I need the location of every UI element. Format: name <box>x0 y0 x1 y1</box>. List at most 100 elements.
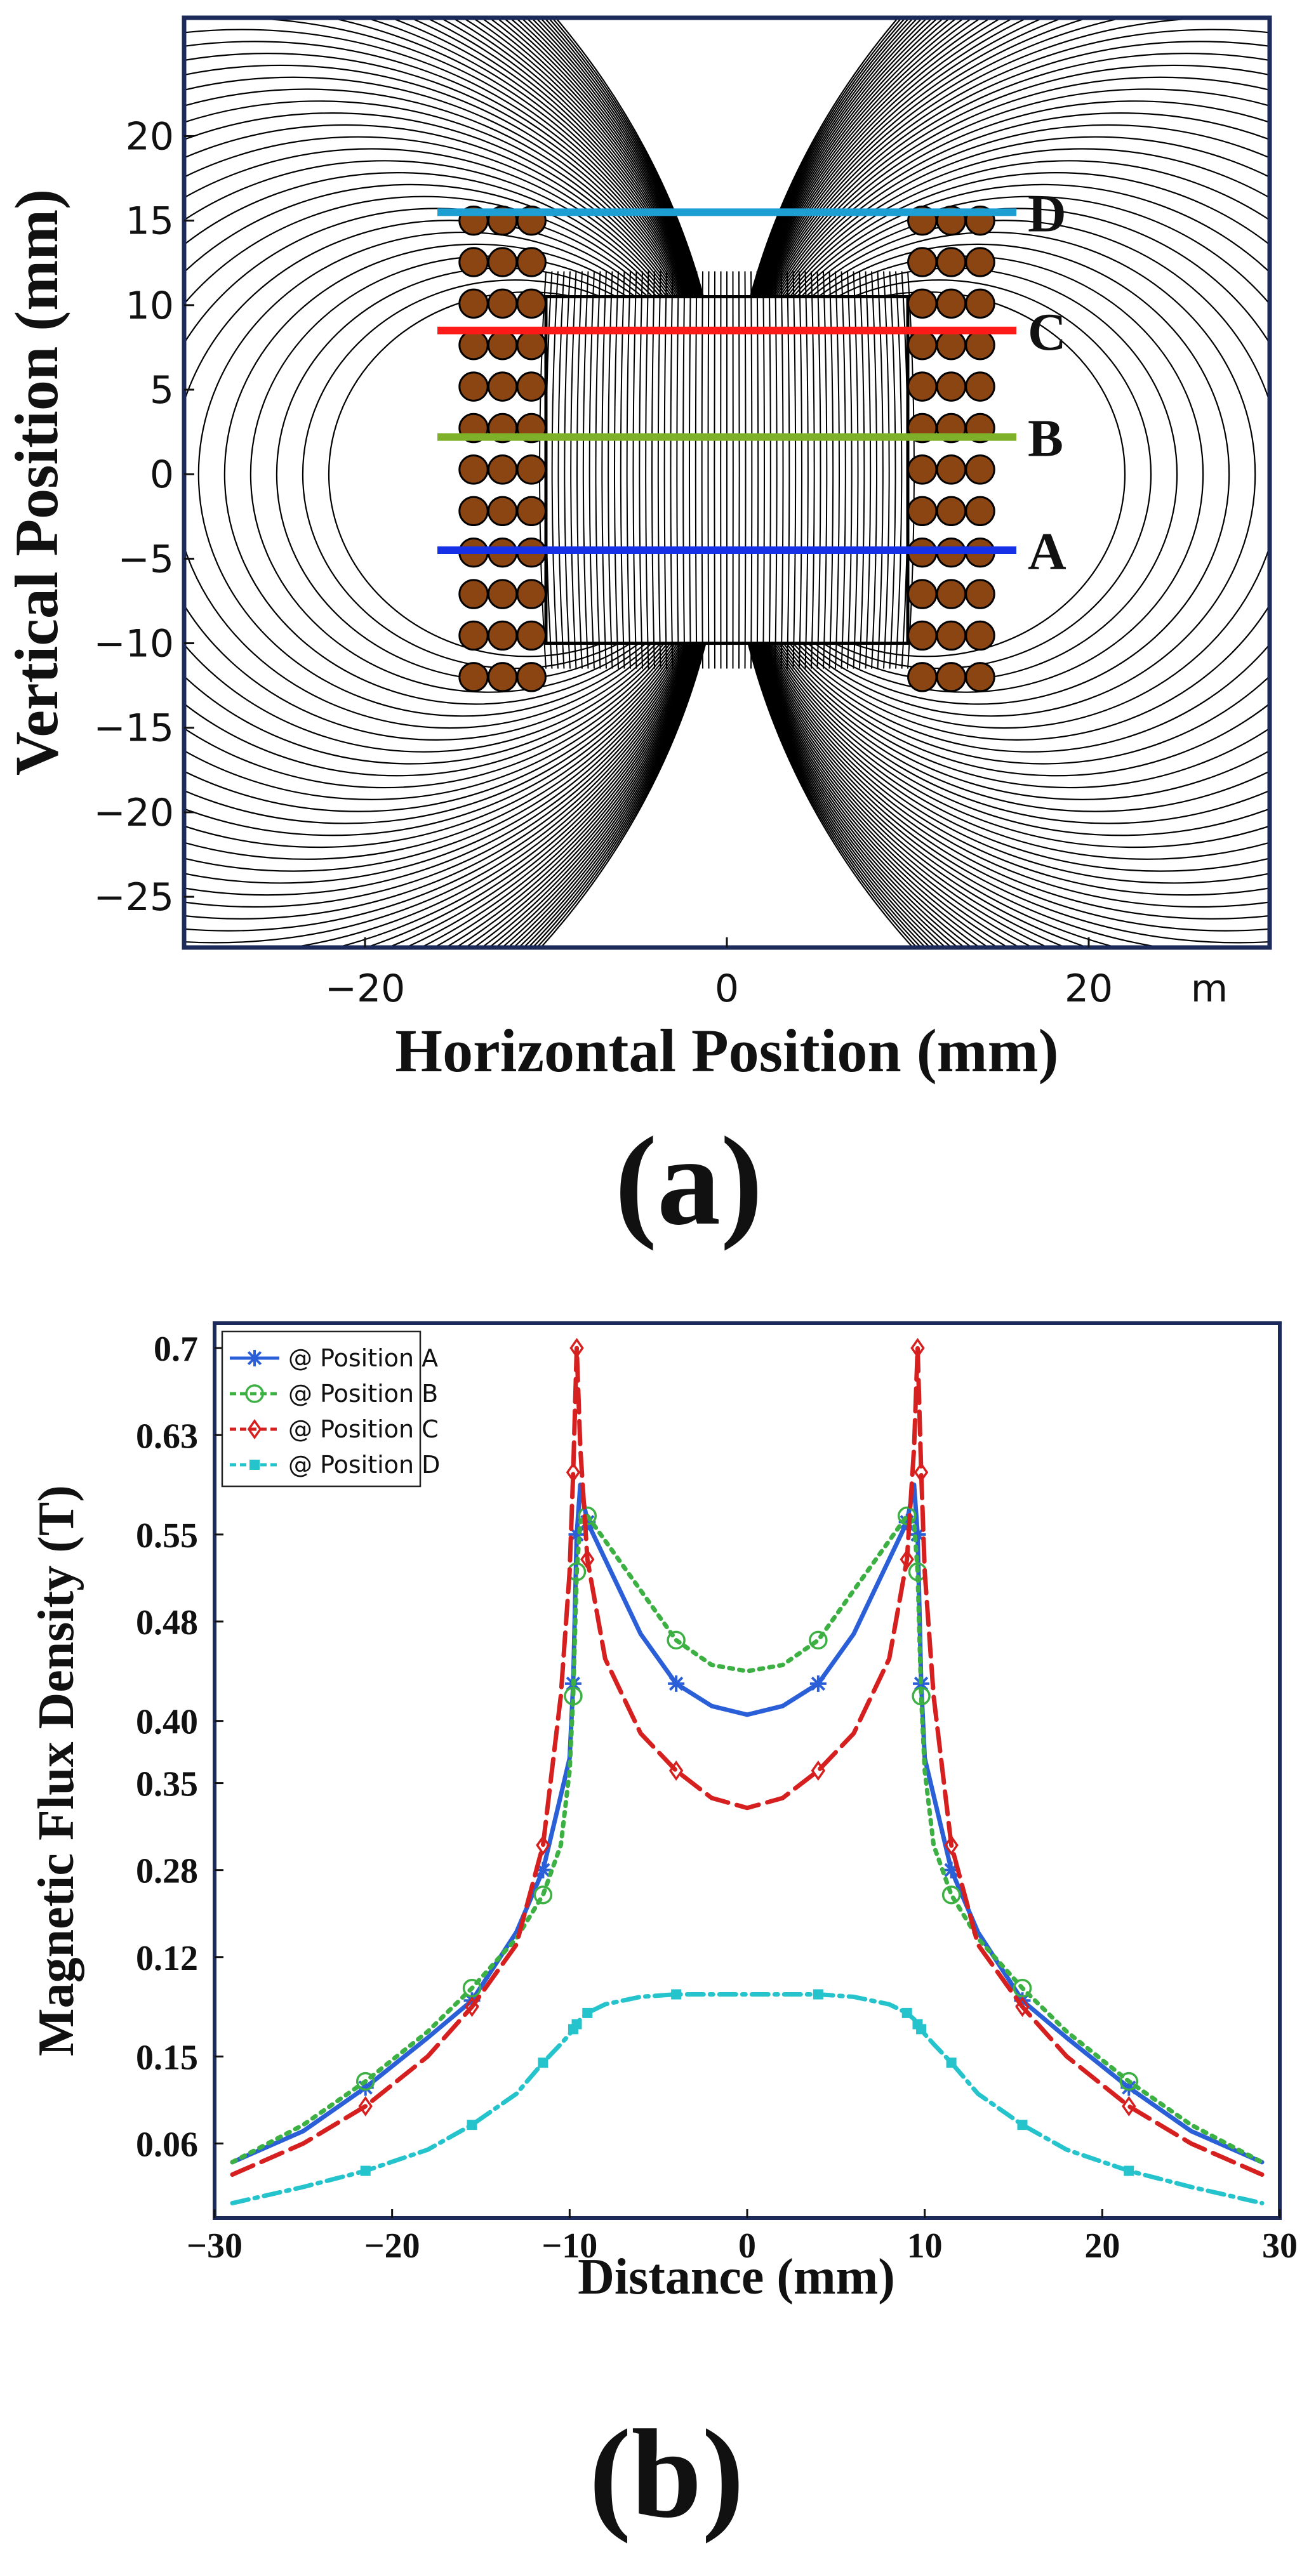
coil-winding <box>458 371 489 402</box>
coil-winding <box>516 288 547 319</box>
coil-winding <box>965 247 995 277</box>
coil-winding <box>487 662 518 692</box>
series-marker-a <box>1120 2079 1138 2096</box>
panel-b-x-tick-label: 30 <box>1262 2226 1298 2266</box>
series-marker-c <box>668 1760 684 1781</box>
panel-b-x-tick-label: −20 <box>364 2226 420 2266</box>
panel-a-y-axis-label: Vertical Position (mm) <box>3 189 70 776</box>
panel-a-y-tick-label: 10 <box>126 284 174 328</box>
panel-b: 0.70.630.550.480.400.350.280.120.150.06 … <box>29 1321 1298 2544</box>
coil-winding <box>458 247 489 277</box>
panel-a-x-tick-label: −20 <box>325 967 406 1011</box>
series-marker-b <box>912 1686 931 1706</box>
coil-winding <box>907 288 938 319</box>
series-marker-c <box>566 1462 581 1483</box>
legend-label-a: @ Position A <box>288 1344 438 1372</box>
coil-winding <box>458 330 489 360</box>
coil-winding <box>487 247 518 277</box>
series-marker-b <box>667 1630 686 1650</box>
series-marker-d <box>946 2057 957 2068</box>
series-marker-c <box>1122 2096 1136 2117</box>
coil-winding <box>487 454 518 485</box>
panel-a-x-tick-label: 0 <box>715 967 739 1011</box>
position-line-label-d: D <box>1028 184 1066 243</box>
position-line-label-a: A <box>1028 522 1066 581</box>
panel-b-x-tick-label: 20 <box>1084 2226 1120 2266</box>
position-line-labels: ABC D <box>1028 184 1066 581</box>
legend: @ Position A @ Position B @ Position C @ Po… <box>221 1330 440 1488</box>
panel-b-y-ticks: 0.7 0.63 0.55 0.48 0.40 0.35 0.28 0.12 0.15 0.06 <box>136 1330 223 2165</box>
legend-label-b: @ Position B <box>288 1380 438 1408</box>
coil-winding <box>936 454 967 485</box>
series-marker-a <box>898 1514 915 1531</box>
series-marker-c <box>900 1549 914 1570</box>
series-marker-a <box>463 1992 481 2009</box>
coil-winding <box>458 620 489 651</box>
legend-label-c: @ Position C <box>288 1415 439 1443</box>
position-line-label-b: B <box>1028 409 1063 468</box>
coil-winding <box>965 454 995 485</box>
position-lines-layer <box>437 208 1016 555</box>
series-marker-b <box>462 1978 482 1998</box>
coil-winding <box>487 330 518 360</box>
coil-winding <box>936 330 967 360</box>
series-marker-c <box>914 1462 929 1483</box>
series-line-a <box>230 1483 1265 2165</box>
coil-winding <box>458 662 489 692</box>
series-marker-c <box>944 1835 959 1856</box>
panel-b-series-layer <box>230 1338 1265 2205</box>
panel-a-y-tick-label: −25 <box>93 875 174 920</box>
series-marker-d <box>538 2057 548 2068</box>
series-marker-b <box>533 1886 553 1905</box>
series-marker-b <box>1013 1978 1032 1998</box>
panel-a-caption: (a) <box>615 1111 762 1252</box>
legend-marker-b <box>245 1384 264 1403</box>
panel-a-x-tick-label: 20 <box>1065 967 1113 1011</box>
coil-winding <box>936 247 967 277</box>
series-marker-c <box>910 1338 925 1359</box>
coil-winding <box>907 454 938 485</box>
coil-winding <box>936 579 967 609</box>
coil-winding <box>487 579 518 609</box>
series-marker-c <box>569 1338 584 1359</box>
series-marker-b <box>578 1506 597 1526</box>
series-marker-a <box>943 1861 960 1879</box>
panel-b-x-tick-label: 10 <box>907 2226 943 2266</box>
position-line-label-c: C <box>1028 303 1066 362</box>
panel-a-y-tick-label: −5 <box>118 537 174 581</box>
panel-b-y-tick-label: 0.48 <box>136 1603 198 1642</box>
coil-winding <box>936 496 967 527</box>
coil-winding <box>965 330 995 360</box>
legend-marker-c <box>247 1418 262 1440</box>
panel-b-y-tick-label: 0.55 <box>136 1516 198 1556</box>
panel-b-y-tick-label: 0.06 <box>136 2125 198 2165</box>
series-marker-d <box>467 2120 477 2130</box>
coil-winding <box>965 288 995 319</box>
panel-b-y-axis-label: Magnetic Flux Density (T) <box>29 1485 84 2056</box>
coil-winding <box>907 330 938 360</box>
series-marker-d <box>360 2165 371 2176</box>
series-marker-b <box>897 1506 917 1526</box>
panel-a-y-ticks: 20 15 10 5 0 −5 −10 −15 −20 −25 <box>93 114 194 920</box>
coil-winding <box>487 371 518 402</box>
coil-winding <box>965 496 995 527</box>
panel-a-x-ticks: −20 0 20 <box>325 937 1113 1011</box>
series-marker-a <box>568 1526 585 1543</box>
series-marker-d <box>571 2019 582 2030</box>
coil-winding <box>458 288 489 319</box>
coil-winding <box>936 620 967 651</box>
panel-b-y-tick-label: 0.40 <box>136 1703 198 1742</box>
panel-b-x-ticks: −30 −20 −10 0 10 20 30 <box>187 2209 1298 2266</box>
panel-b-caption: (b) <box>589 2404 744 2544</box>
series-marker-d <box>1124 2165 1134 2176</box>
panel-a-y-tick-label: 20 <box>126 114 174 159</box>
coil-winding <box>458 579 489 609</box>
coil-winding <box>907 579 938 609</box>
coil-winding <box>516 662 547 692</box>
legend-marker-a <box>246 1350 263 1366</box>
series-marker-b <box>1119 2071 1139 2091</box>
panel-a-y-tick-label: −20 <box>93 791 174 835</box>
panel-b-y-tick-label: 0.28 <box>136 1852 198 1891</box>
coil-winding <box>487 496 518 527</box>
series-marker-b <box>355 2071 375 2091</box>
